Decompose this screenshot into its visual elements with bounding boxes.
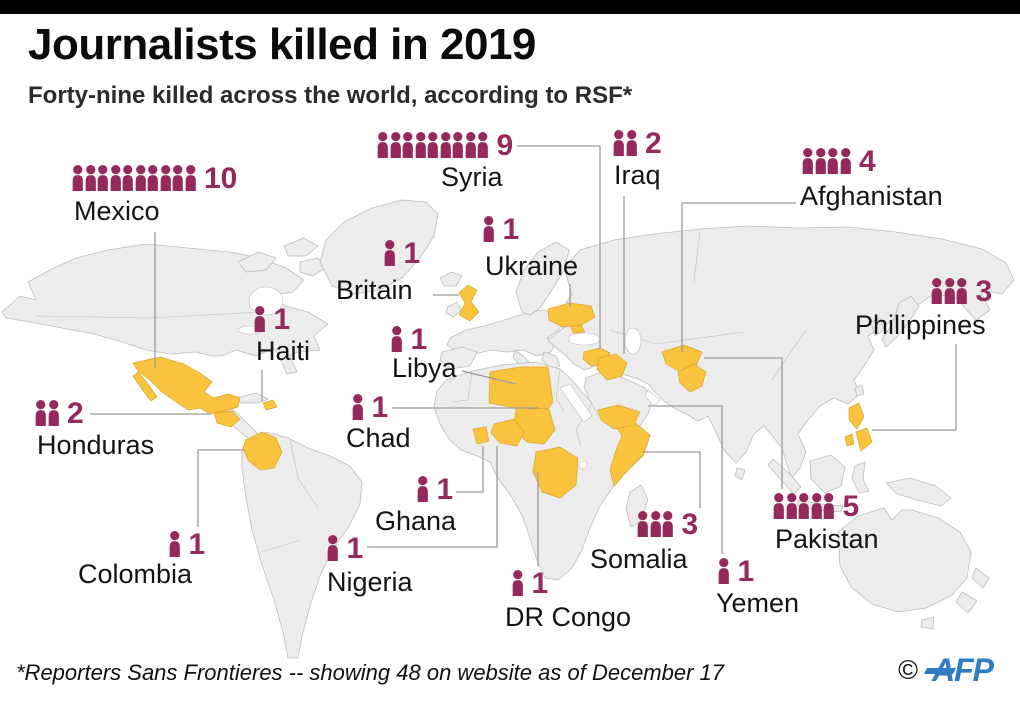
afp-logo: © AFP (898, 651, 1004, 689)
taiwan (854, 384, 865, 397)
leader-line-somalia (644, 451, 701, 508)
continent-south-america (241, 431, 363, 659)
page-subtitle: Forty-nine killed across the world, acco… (28, 82, 633, 109)
map-country-iraq (596, 353, 628, 381)
tasmania (920, 616, 935, 630)
new-zealand (955, 567, 990, 614)
red-sea (559, 383, 593, 423)
java (797, 499, 844, 513)
leader-line-ghana (456, 446, 484, 493)
page-title: Journalists killed in 2019 (28, 20, 536, 69)
map-country-haiti (262, 399, 278, 411)
japan (881, 295, 920, 348)
borneo (809, 454, 846, 494)
leader-lines-layer (90, 145, 957, 566)
leader-line-syria (517, 145, 601, 349)
continent-north-america (1, 243, 329, 375)
leader-line-libya (461, 370, 517, 385)
leader-line-philippines (872, 344, 957, 431)
cuba (235, 392, 269, 404)
map-country-ukraine (547, 302, 596, 334)
greenland (319, 199, 439, 295)
copyright-symbol: © (898, 654, 918, 685)
source-footnote: *Reporters Sans Frontieres -- showing 48… (16, 660, 725, 685)
afp-wordmark: AFP (931, 652, 995, 688)
hudson-bay (248, 286, 284, 316)
map-country-dr-congo (532, 446, 579, 499)
madagascar (625, 484, 649, 528)
map-country-somalia (609, 421, 651, 487)
australia (837, 507, 972, 613)
map-country-libya (488, 366, 554, 411)
afp-slash (924, 668, 956, 674)
scandinavia (515, 241, 570, 316)
great-lakes (237, 325, 263, 335)
highlighted-countries (132, 284, 873, 499)
map-country-yemen (597, 404, 641, 430)
afp-wordmark-graphic: AFP (924, 652, 996, 688)
map-country-britain (458, 284, 480, 322)
map-country-mexico (132, 356, 241, 415)
map-country-ghana (472, 426, 490, 445)
country-borders (35, 230, 807, 553)
arctic-islands (237, 237, 327, 277)
ireland (445, 301, 462, 318)
new-guinea (885, 477, 952, 507)
lake-victoria (578, 460, 588, 470)
black-sea (567, 332, 601, 346)
top-black-bar (0, 0, 1020, 14)
map-country-colombia (242, 431, 283, 471)
leader-line-nigeria (367, 446, 498, 548)
leader-line-yemen (648, 405, 723, 554)
caspian-sea (624, 327, 642, 355)
map-country-honduras (213, 410, 241, 428)
leader-line-afghanistan (681, 202, 796, 352)
leader-line-colombia (197, 449, 244, 527)
iceland (439, 271, 463, 287)
leader-line-pakistan (704, 357, 783, 489)
sulawesi (851, 461, 870, 494)
map-country-nigeria (490, 418, 525, 447)
iberia (439, 346, 478, 370)
map-country-philippines (844, 402, 873, 452)
water-bodies (237, 286, 661, 470)
map-country-pakistan (677, 363, 707, 393)
sri-lanka (734, 467, 746, 481)
korea (870, 317, 885, 337)
